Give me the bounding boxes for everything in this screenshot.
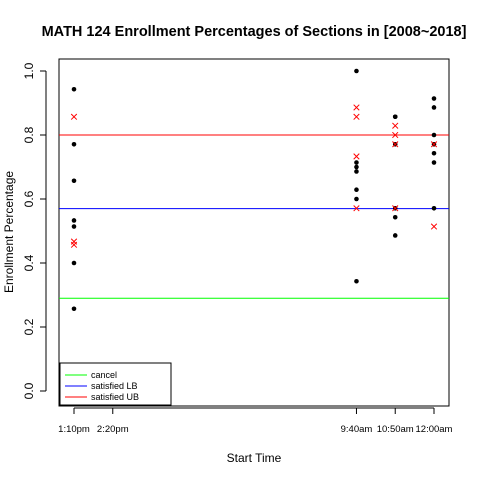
y-tick-label: 0.8 — [22, 126, 36, 143]
y-tick-label: 0.6 — [22, 190, 36, 207]
legend-label: satisfied LB — [91, 381, 138, 391]
y-axis-label: Enrollment Percentage — [2, 171, 16, 293]
plot-area: 0.0 0.2 0.4 0.6 0.8 1.0 1:10pm 2:20pm 9:40am 10:5… — [22, 58, 453, 435]
data-point-dot — [431, 160, 437, 165]
data-point-dot — [392, 114, 398, 120]
y-tick-label: 0.2 — [22, 318, 36, 335]
data-point-dot — [431, 96, 437, 101]
x-tick-label: 1:10pm — [58, 424, 90, 435]
data-point-dot — [71, 224, 77, 229]
data-point-cross — [70, 113, 78, 120]
data-point-dot — [431, 105, 437, 110]
x-tick-label: 2:20pm — [97, 424, 129, 435]
data-point-dot — [431, 205, 437, 211]
chart-title: MATH 124 Enrollment Percentages of Secti… — [42, 24, 467, 40]
data-point-cross — [430, 141, 438, 148]
data-point-cross — [392, 131, 399, 139]
data-point-dot — [71, 260, 77, 266]
data-point-dot — [392, 214, 398, 220]
plot-frame — [58, 58, 450, 407]
data-point-cross — [353, 113, 360, 120]
data-point-dot — [71, 306, 77, 312]
data-point-dot — [354, 187, 359, 193]
x-tick-label: 12:00am — [416, 424, 453, 435]
data-point-dot — [71, 141, 77, 147]
data-point-dot — [354, 164, 359, 170]
data-point-dot — [354, 169, 359, 174]
x-axis-label: Start Time — [227, 451, 282, 465]
data-point-dot — [431, 150, 437, 156]
x-tick-label: 10:50am — [377, 424, 414, 435]
legend-box — [59, 362, 172, 406]
data-point-cross — [353, 153, 360, 160]
y-tick-label: 0.0 — [22, 382, 36, 399]
data-point-cross — [392, 141, 399, 148]
legend-label: satisfied UB — [91, 392, 139, 402]
data-point-cross — [392, 122, 399, 129]
data-point-cross — [70, 238, 78, 245]
data-point-cross — [430, 223, 438, 230]
data-point-dot — [354, 278, 359, 284]
y-tick-label: 0.4 — [22, 254, 36, 271]
y-tick-label: 1.0 — [22, 62, 36, 79]
data-point-cross — [353, 205, 360, 212]
data-point-dot — [431, 132, 437, 138]
data-point-dot — [392, 233, 398, 238]
data-point-dot — [71, 178, 77, 184]
x-tick-label: 9:40am — [341, 424, 373, 435]
data-point-cross — [70, 241, 78, 248]
data-point-dot — [354, 68, 359, 74]
data-point-dot — [354, 196, 359, 202]
data-point-dot — [354, 160, 359, 165]
data-point-dot — [71, 86, 77, 92]
data-point-cross — [353, 104, 360, 111]
data-point-cross — [392, 205, 399, 212]
legend-label: cancel — [91, 370, 117, 380]
data-point-dot — [71, 218, 77, 223]
